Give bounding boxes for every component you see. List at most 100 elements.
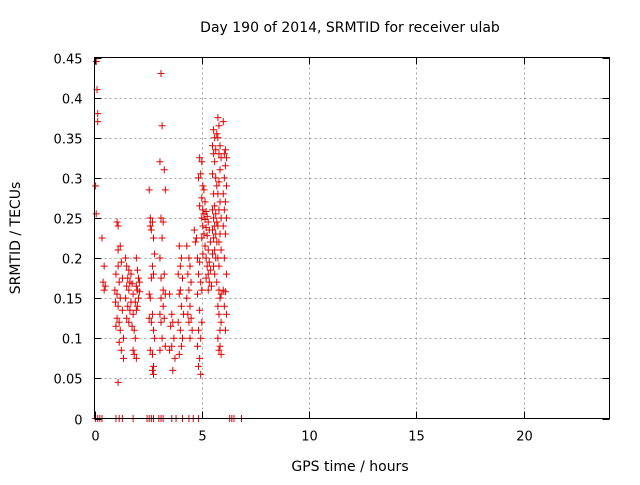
data-point <box>200 186 208 194</box>
data-point <box>168 342 176 350</box>
data-point <box>220 254 228 262</box>
data-point <box>148 350 156 358</box>
data-point <box>94 110 102 118</box>
data-point <box>184 310 192 318</box>
data-point <box>216 142 224 150</box>
data-point <box>211 158 219 166</box>
data-point <box>210 214 218 222</box>
data-point <box>209 206 217 214</box>
data-point <box>196 258 204 266</box>
data-point <box>198 214 206 222</box>
y-tick-label: 0 <box>74 414 82 429</box>
data-point <box>199 182 207 190</box>
data-point <box>177 342 185 350</box>
data-point <box>186 334 194 342</box>
data-point <box>122 294 130 302</box>
data-point <box>160 166 168 174</box>
x-tick-label: 10 <box>301 430 318 445</box>
data-point <box>197 170 205 178</box>
data-point <box>216 342 224 350</box>
data-point <box>204 246 212 254</box>
data-point <box>156 310 164 318</box>
data-point <box>212 210 220 218</box>
chart-title: Day 190 of 2014, SRMTID for receiver ula… <box>200 20 500 36</box>
data-point <box>94 118 102 126</box>
data-point <box>132 254 140 262</box>
data-point <box>213 218 221 226</box>
data-point <box>195 270 203 278</box>
data-point <box>196 354 204 362</box>
data-point <box>186 302 194 310</box>
data-point <box>114 262 122 270</box>
data-point <box>211 202 219 210</box>
data-point <box>176 262 184 270</box>
data-point <box>145 186 153 194</box>
y-tick-label: 0.3 <box>62 173 83 188</box>
data-point <box>200 230 208 238</box>
data-point <box>113 218 121 226</box>
data-point <box>212 174 220 182</box>
data-point <box>222 154 230 162</box>
data-point <box>158 122 166 130</box>
data-point <box>146 346 154 354</box>
data-point <box>178 274 186 282</box>
data-point <box>101 282 109 290</box>
data-point <box>184 270 192 278</box>
data-point <box>169 366 177 374</box>
data-point <box>112 298 120 306</box>
data-point <box>136 288 144 296</box>
data-point <box>185 254 193 262</box>
data-point <box>156 346 164 354</box>
y-tick-label: 0.15 <box>54 293 83 308</box>
data-point <box>114 302 122 310</box>
data-point <box>156 254 164 262</box>
data-point <box>146 222 154 230</box>
data-point <box>215 310 223 318</box>
data-point <box>194 254 201 262</box>
data-point <box>132 282 140 290</box>
data-point <box>160 314 168 322</box>
data-point <box>213 182 221 190</box>
data-point <box>210 234 218 242</box>
data-point <box>151 334 159 342</box>
data-point <box>203 232 211 240</box>
data-point <box>98 234 106 242</box>
data-point <box>127 270 135 278</box>
data-point <box>130 326 138 334</box>
data-point <box>209 170 217 178</box>
data-point <box>217 350 225 358</box>
data-point <box>219 222 227 230</box>
data-point <box>221 162 229 170</box>
data-point <box>119 334 127 342</box>
data-point <box>204 218 212 226</box>
data-point <box>129 290 137 298</box>
data-point <box>197 370 205 378</box>
data-point <box>177 302 185 310</box>
y-axis-label: SRMTID / TECUs <box>8 182 24 295</box>
data-point <box>194 290 201 298</box>
data-point <box>166 290 174 298</box>
y-tick-labels: 0 0.05 0.1 0.15 0.2 0.25 0.3 0.35 0.4 0.45 <box>54 53 83 429</box>
data-point <box>92 210 100 218</box>
data-point <box>126 306 134 314</box>
data-point <box>204 270 212 278</box>
data-point <box>199 250 207 258</box>
data-point <box>128 280 136 288</box>
data-point <box>222 310 230 318</box>
data-point <box>117 346 125 354</box>
data-point <box>209 250 217 258</box>
data-point <box>112 322 120 330</box>
data-point <box>201 242 209 250</box>
data-point <box>216 166 224 174</box>
data-point <box>168 310 176 318</box>
data-point <box>185 286 193 294</box>
plot-frame <box>94 57 610 419</box>
data-point <box>214 254 222 262</box>
data-point <box>176 326 184 334</box>
data-point <box>124 302 132 310</box>
data-point <box>145 314 153 322</box>
data-point <box>174 318 182 326</box>
data-point <box>202 274 210 282</box>
data-point <box>133 302 141 310</box>
data-point <box>146 214 154 222</box>
